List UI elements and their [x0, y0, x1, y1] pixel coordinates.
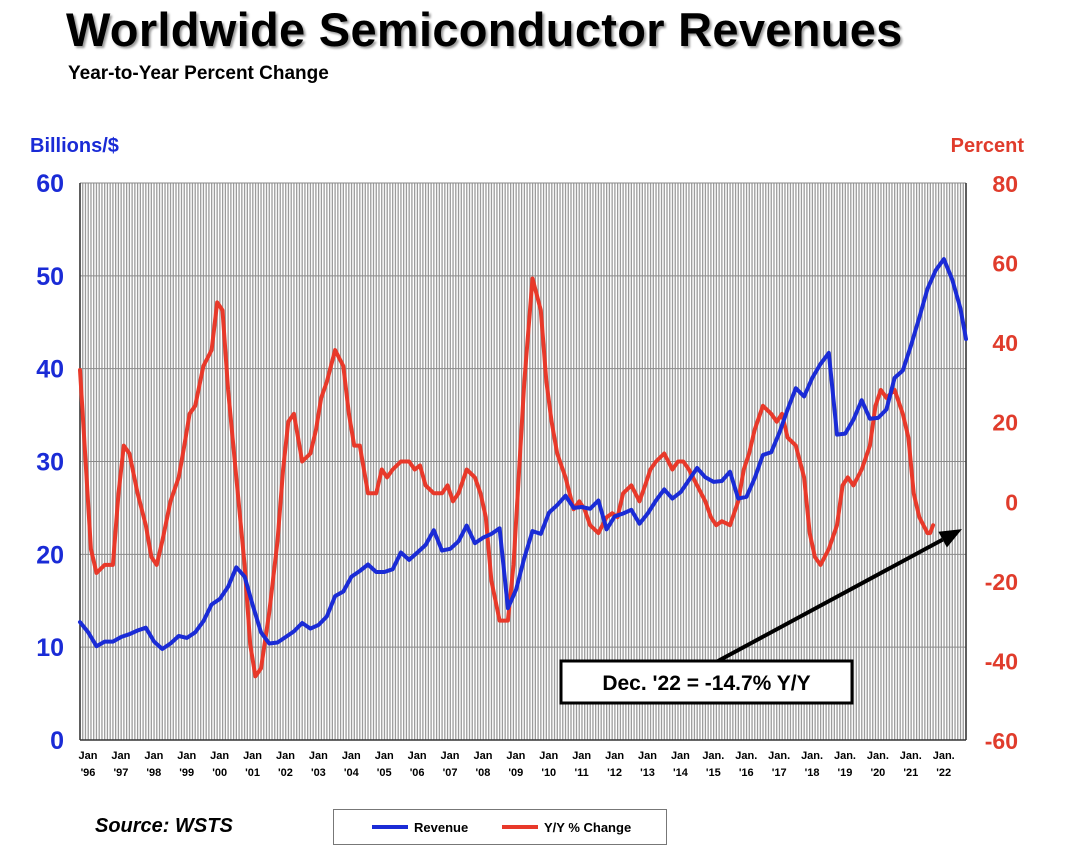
x-axis-tick-label: '06	[410, 767, 425, 779]
x-axis-tick-label: Jan	[177, 750, 196, 762]
x-axis-tick-label: '10	[541, 767, 556, 779]
x-axis-tick-label: Jan	[473, 750, 492, 762]
x-axis-tick-label: '03	[311, 767, 326, 779]
right-axis-tick-label: -40	[985, 648, 1018, 674]
x-axis-tick-label: '97	[113, 767, 128, 779]
legend-swatch-revenue	[372, 825, 408, 829]
right-axis-tick-label: 40	[992, 330, 1018, 356]
series-line-yoy	[78, 276, 936, 679]
chart-subtitle: Year-to-Year Percent Change	[68, 63, 329, 84]
x-axis-tick-label: '00	[212, 767, 227, 779]
x-axis-tick-label: '96	[81, 767, 96, 779]
left-axis-tick-label: 50	[36, 263, 64, 291]
legend-swatch-yoy	[502, 825, 538, 829]
x-axis-tick-label: Jan	[243, 750, 262, 762]
x-axis-tick-label: '08	[476, 767, 491, 779]
legend-label-yoy: Y/Y % Change	[544, 819, 632, 835]
legend-item-yoy: Y/Y % Change	[502, 810, 631, 844]
legend-item-revenue: Revenue	[372, 810, 468, 844]
x-axis-tick-label: '99	[179, 767, 194, 779]
x-axis-tick-label: Jan.	[900, 750, 922, 762]
x-axis-tick-label: '11	[575, 767, 589, 779]
x-axis-tick-label: '13	[640, 767, 655, 779]
x-axis-tick-label: '98	[146, 767, 161, 779]
right-axis-tick-label: -20	[985, 569, 1018, 595]
x-axis-tick-label: Jan	[79, 750, 98, 762]
x-axis-tick-label: Jan.	[834, 750, 856, 762]
x-axis-tick-label: Jan	[671, 750, 690, 762]
left-axis-tick-label: 30	[36, 449, 64, 477]
x-axis-tick-label: '05	[377, 767, 392, 779]
x-axis-tick-label: '16	[739, 767, 754, 779]
legend-label-revenue: Revenue	[414, 819, 469, 835]
x-axis-tick-label: Jan	[309, 750, 328, 762]
x-axis-tick-label: '22	[936, 767, 951, 779]
annotation-arrowhead	[938, 529, 962, 548]
x-axis-tick-label: '01	[245, 767, 260, 779]
x-axis-tick-label: Jan	[572, 750, 591, 762]
right-axis-unit-label: Percent	[950, 135, 1024, 157]
x-axis-tick-label: '18	[805, 767, 820, 779]
x-axis-tick-label: '21	[903, 767, 918, 779]
x-axis-tick-label: Jan	[276, 750, 295, 762]
revenue-chart: 0 10 20 30 40 50 60 -60 -40 -20 0 20 40 60 80 Jan '96 Jan…	[36, 170, 1018, 779]
x-axis-tick-label: '14	[673, 767, 689, 779]
x-axis-tick-label: Jan	[111, 750, 130, 762]
axes: 0 10 20 30 40 50 60 -60 -40 -20 0 20 40 60 80 Jan '96 Jan…	[36, 170, 1018, 779]
x-axis-tick-label: Jan	[441, 750, 460, 762]
x-axis-tick-label: '19	[838, 767, 853, 779]
x-axis-tick-label: Jan	[144, 750, 163, 762]
annotation: Dec. '22 = -14.7% Y/Y	[559, 529, 962, 705]
x-axis-tick-label: Jan	[638, 750, 657, 762]
x-axis-tick-label: Jan	[342, 750, 361, 762]
left-axis-unit-label: Billions/$	[30, 135, 119, 157]
annotation-box	[559, 659, 854, 705]
left-axis-tick-label: 60	[36, 170, 64, 198]
left-axis-tick-label: 20	[36, 541, 64, 569]
right-axis-tick-label: 0	[1005, 489, 1018, 515]
x-axis-tick-label: '12	[607, 767, 622, 779]
x-axis-tick-label: Jan	[539, 750, 558, 762]
series-line-revenue	[78, 257, 968, 651]
x-axis-tick-label: Jan.	[867, 750, 889, 762]
x-axis-tick-label: '20	[870, 767, 885, 779]
x-axis-tick-label: '04	[344, 767, 360, 779]
right-axis-tick-label: 20	[992, 410, 1018, 436]
x-axis-tick-label: '02	[278, 767, 293, 779]
x-axis-tick-label: Jan.	[702, 750, 724, 762]
x-axis-tick-label: '15	[706, 767, 721, 779]
x-axis-tick-label: Jan.	[768, 750, 790, 762]
source-note: Source: WSTS	[95, 815, 233, 837]
left-axis-tick-label: 0	[50, 727, 64, 755]
grid	[79, 182, 967, 741]
chart-title: Worldwide Semiconductor Revenues	[66, 3, 903, 56]
x-axis-tick-label: Jan	[210, 750, 229, 762]
series-layer	[78, 257, 968, 679]
x-axis-tick-label: Jan	[375, 750, 394, 762]
x-axis-tick-label: Jan.	[735, 750, 757, 762]
right-axis-tick-label: 80	[992, 171, 1018, 197]
x-axis-tick-label: '17	[772, 767, 787, 779]
x-axis-tick-label: Jan	[605, 750, 624, 762]
left-axis-tick-label: 40	[36, 356, 64, 384]
x-axis-tick-label: Jan	[506, 750, 525, 762]
x-axis-tick-label: Jan.	[933, 750, 955, 762]
legend: Revenue Y/Y % Change	[333, 809, 667, 845]
annotation-text: Dec. '22 = -14.7% Y/Y	[602, 672, 810, 695]
x-axis-tick-label: '09	[508, 767, 523, 779]
right-axis-tick-label: 60	[992, 251, 1018, 277]
right-axis-tick-label: -60	[985, 728, 1018, 754]
x-axis-tick-label: Jan	[408, 750, 427, 762]
left-axis-tick-label: 10	[36, 634, 64, 662]
x-axis-tick-label: '07	[443, 767, 458, 779]
annotation-arrow	[717, 537, 944, 663]
x-axis-tick-label: Jan.	[801, 750, 823, 762]
